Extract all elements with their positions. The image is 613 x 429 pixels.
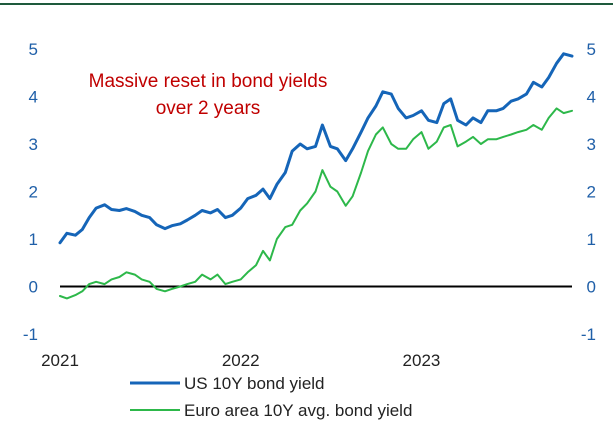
annotation-line-2: over 2 years bbox=[156, 98, 261, 119]
annotation: Massive reset in bond yields over 2 years bbox=[89, 71, 328, 119]
legend-label-1: Euro area 10Y avg. bond yield bbox=[184, 401, 412, 420]
y-tick-label-left: 4 bbox=[29, 88, 38, 107]
series-lines bbox=[58, 52, 574, 300]
series-line-0 bbox=[58, 52, 574, 245]
y-tick-label-right: -1 bbox=[581, 325, 596, 344]
y-tick-label-right: 0 bbox=[587, 278, 596, 297]
x-tick-label: 2022 bbox=[222, 351, 260, 370]
x-tick-label: 2023 bbox=[403, 351, 441, 370]
y-tick-label-right: 3 bbox=[587, 135, 596, 154]
legend-label-0: US 10Y bond yield bbox=[184, 374, 325, 393]
y-tick-label-right: 5 bbox=[587, 40, 596, 59]
y-tick-label-right: 4 bbox=[587, 88, 596, 107]
x-tick-label: 2021 bbox=[41, 351, 79, 370]
x-axis: 2021 2022 2023 bbox=[41, 351, 440, 370]
y-tick-label-left: 1 bbox=[29, 230, 38, 249]
y-axis-left: -1 0 1 2 3 4 5 bbox=[23, 40, 38, 344]
y-tick-label-right: 1 bbox=[587, 230, 596, 249]
legend: US 10Y bond yield Euro area 10Y avg. bond… bbox=[130, 374, 412, 420]
y-tick-label-right: 2 bbox=[587, 183, 596, 202]
y-tick-label-left: 3 bbox=[29, 135, 38, 154]
y-tick-label-left: 5 bbox=[29, 40, 38, 59]
y-tick-label-left: -1 bbox=[23, 325, 38, 344]
series-line-1 bbox=[59, 107, 573, 300]
y-tick-label-left: 0 bbox=[29, 278, 38, 297]
annotation-line-1: Massive reset in bond yields bbox=[89, 71, 328, 92]
y-tick-label-left: 2 bbox=[29, 183, 38, 202]
y-axis-right: -1 0 1 2 3 4 5 bbox=[581, 40, 596, 344]
